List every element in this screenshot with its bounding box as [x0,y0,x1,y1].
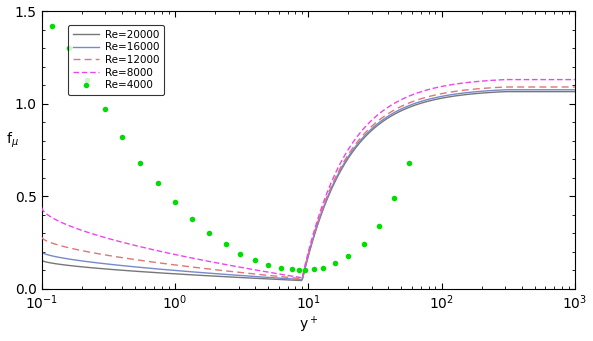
Re=20000 [353,144,361,148]
X-axis label: y$^+$: y$^+$ [299,315,318,336]
Re=8000 [502,77,509,81]
Re=4000 [302,268,309,272]
Re=16000 [571,88,578,92]
Line: Re=8000: Re=8000 [42,79,575,278]
Re=4000 [118,135,125,139]
Re=4000 [264,263,272,267]
Re=12000 [502,85,509,89]
Line: Re=16000: Re=16000 [42,90,575,280]
Re=8000 [353,135,361,139]
Re=16000 [395,108,402,112]
Re=4000 [101,107,109,111]
Re=20000 [298,279,305,283]
Line: Re=12000: Re=12000 [42,87,575,279]
Re=12000 [353,140,361,145]
Y-axis label: f$_\mu$: f$_\mu$ [5,131,18,150]
Re=8000 [441,84,448,88]
Re=4000 [406,161,413,165]
Re=20000 [175,272,182,276]
Re=20000 [502,90,509,94]
Legend: Re=20000, Re=16000, Re=12000, Re=8000, Re=4000: Re=20000, Re=16000, Re=12000, Re=8000, R… [68,25,164,95]
Re=20000 [571,90,578,94]
Re=16000 [132,265,139,269]
Re=4000 [375,224,382,228]
Re=4000 [320,266,327,270]
Re=4000 [360,242,367,247]
Re=12000 [395,106,402,110]
Re=8000 [395,99,402,103]
Re=12000 [279,275,286,279]
Re=20000 [279,278,286,282]
Re=16000 [441,94,448,98]
Re=8000 [175,253,182,257]
Re=4000 [205,231,212,235]
Re=8000 [279,272,286,277]
Re=12000 [298,277,305,281]
Re=4000 [65,46,72,50]
Re=12000 [571,85,578,89]
Re=4000 [345,254,352,258]
Re=16000 [298,278,305,282]
Re=16000 [353,143,361,147]
Re=8000 [298,276,305,280]
Re=12000 [441,91,448,95]
Re=16000 [38,250,45,254]
Re=4000 [251,258,259,262]
Re=4000 [277,266,284,270]
Re=4000 [295,268,302,272]
Re=20000 [132,269,139,273]
Re=20000 [395,110,402,114]
Re=16000 [279,276,286,280]
Re=12000 [38,235,45,239]
Line: Re=20000: Re=20000 [42,92,575,281]
Re=4000 [237,252,244,256]
Re=4000 [84,77,91,81]
Re=4000 [137,161,144,165]
Re=20000 [441,96,448,100]
Re=4000 [189,217,196,221]
Re=16000 [175,269,182,273]
Re=4000 [332,261,339,265]
Re=12000 [132,258,139,262]
Re=4000 [49,24,56,28]
Re=8000 [132,243,139,248]
Line: Re=4000: Re=4000 [49,23,412,273]
Re=4000 [390,196,397,200]
Re=4000 [288,267,295,271]
Re=8000 [38,205,45,209]
Re=16000 [502,88,509,92]
Re=4000 [155,181,162,186]
Re=4000 [310,267,317,271]
Re=20000 [38,258,45,262]
Re=4000 [171,200,178,204]
Re=8000 [571,77,578,81]
Re=4000 [222,242,229,247]
Re=12000 [175,263,182,267]
